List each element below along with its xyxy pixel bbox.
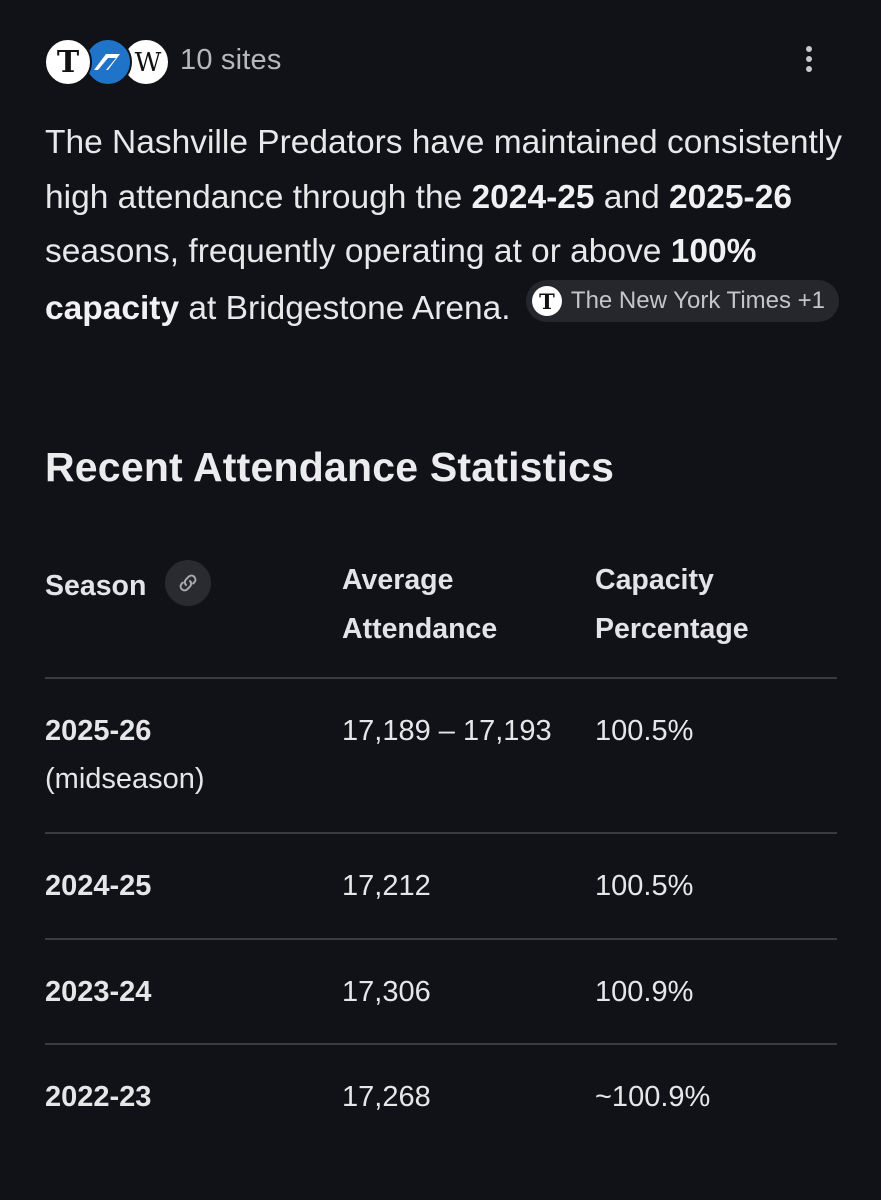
season-value: 2023-24 bbox=[45, 976, 152, 1008]
average-attendance-cell: 17,306 bbox=[342, 976, 431, 1008]
header-capacity-percentage: Capacity Percentage bbox=[595, 556, 749, 654]
capacity-percentage-cell: ~100.9% bbox=[595, 1081, 711, 1113]
svg-text:W: W bbox=[135, 48, 162, 78]
summary-bold-capacity: 100% capacity bbox=[45, 233, 757, 327]
blue-site-icon bbox=[84, 38, 132, 86]
table-row: 2022-23 17,268 ~100.9% bbox=[45, 1043, 837, 1145]
sites-count-label[interactable]: 10 sites bbox=[180, 44, 282, 76]
capacity-percentage-cell: 100.5% bbox=[595, 715, 694, 747]
table-row: 2024-25 17,212 100.5% bbox=[45, 832, 837, 938]
header-average-attendance: Average Attendance bbox=[342, 556, 497, 654]
sources-bar[interactable]: T W 10 sites bbox=[44, 36, 837, 86]
season-value: 2024-25 bbox=[45, 870, 152, 902]
header-capacity-line1: Capacity bbox=[595, 564, 714, 596]
svg-text:T: T bbox=[57, 45, 80, 80]
table-row: 2023-24 17,306 100.9% bbox=[45, 938, 837, 1043]
table-row: 2025-26 (midseason) 17,189 – 17,193 100.… bbox=[45, 677, 837, 832]
summary-bold-season-2: 2025-26 bbox=[669, 178, 792, 216]
season-cell: 2025-26 (midseason) bbox=[45, 707, 205, 803]
more-options-icon[interactable] bbox=[799, 42, 819, 76]
attendance-table: Season Average Attendance Capacity Perce… bbox=[45, 548, 837, 1145]
season-cell: 2024-25 bbox=[45, 862, 151, 910]
source-chip[interactable]: T The New York Times +1 bbox=[525, 279, 840, 322]
season-value: 2022-23 bbox=[45, 1081, 152, 1113]
capacity-percentage-cell: 100.5% bbox=[595, 870, 694, 902]
average-attendance-cell: 17,189 – 17,193 bbox=[342, 715, 552, 747]
source-chip-label: The New York Times +1 bbox=[570, 286, 826, 314]
summary-text: at Bridgestone Arena. bbox=[179, 289, 511, 327]
header-capacity-line2: Percentage bbox=[595, 613, 749, 645]
summary-text: seasons, frequently operating at or abov… bbox=[45, 233, 671, 270]
header-season: Season bbox=[45, 570, 147, 602]
season-cell: 2022-23 bbox=[45, 1073, 151, 1121]
header-average-line2: Attendance bbox=[342, 613, 498, 645]
new-york-times-icon: T bbox=[44, 38, 92, 86]
average-attendance-cell: 17,212 bbox=[342, 870, 431, 902]
table-header: Season Average Attendance Capacity Perce… bbox=[45, 548, 837, 677]
summary-bold-season-1: 2024-25 bbox=[471, 178, 595, 216]
new-york-times-icon: T bbox=[531, 285, 562, 316]
season-cell: 2023-24 bbox=[45, 968, 151, 1016]
link-icon[interactable] bbox=[165, 560, 211, 606]
season-note: (midseason) bbox=[45, 763, 205, 795]
source-favicons[interactable]: T W bbox=[44, 38, 170, 86]
summary-text: The Nashville Predators have maintained … bbox=[45, 124, 842, 216]
summary-text: and bbox=[594, 178, 670, 216]
wikipedia-icon: W bbox=[122, 38, 170, 86]
section-heading: Recent Attendance Statistics bbox=[45, 444, 615, 490]
average-attendance-cell: 17,268 bbox=[342, 1081, 431, 1113]
capacity-percentage-cell: 100.9% bbox=[595, 976, 694, 1008]
header-average-line1: Average bbox=[342, 564, 454, 596]
season-value: 2025-26 bbox=[45, 715, 152, 747]
summary-paragraph: The Nashville Predators have maintained … bbox=[45, 116, 845, 336]
svg-text:T: T bbox=[539, 289, 555, 314]
